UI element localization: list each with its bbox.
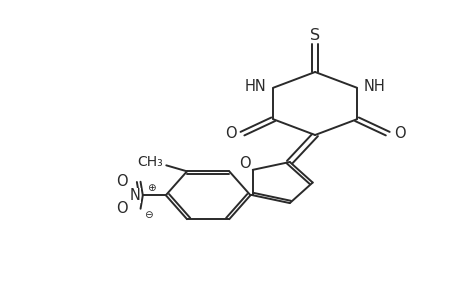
Text: HN: HN [244,79,266,94]
Text: N: N [129,188,140,203]
Text: CH₃: CH₃ [137,155,162,169]
Text: O: O [116,201,128,216]
Text: O: O [116,174,128,189]
Text: NH: NH [363,79,385,94]
Text: O: O [224,126,236,141]
Text: ⊖: ⊖ [144,210,153,220]
Text: O: O [238,156,250,171]
Text: ⊕: ⊕ [146,183,155,193]
Text: S: S [309,28,319,43]
Text: O: O [393,126,404,141]
